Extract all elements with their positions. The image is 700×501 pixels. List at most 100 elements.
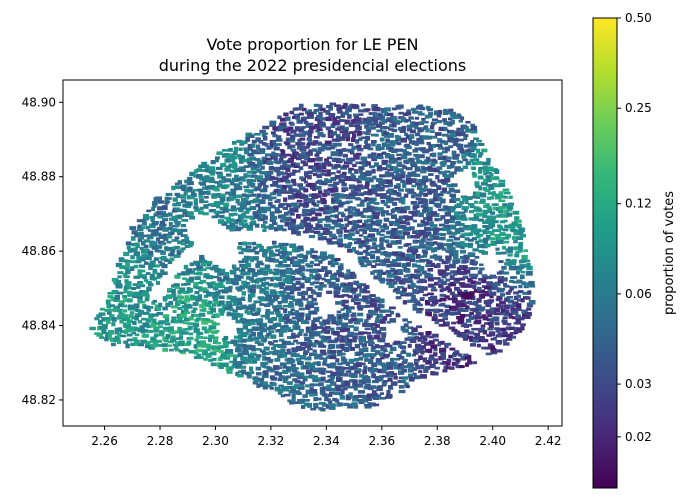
- vote-mark: [377, 362, 382, 366]
- vote-mark: [136, 285, 141, 289]
- vote-mark: [408, 378, 415, 382]
- vote-mark: [113, 297, 120, 302]
- vote-mark: [295, 192, 303, 197]
- vote-mark: [300, 126, 306, 129]
- vote-mark: [174, 220, 181, 225]
- vote-mark: [299, 137, 306, 141]
- vote-mark: [443, 272, 449, 277]
- vote-mark: [130, 260, 136, 264]
- vote-mark: [482, 291, 490, 294]
- vote-mark: [416, 159, 422, 164]
- vote-mark: [239, 143, 245, 146]
- vote-mark: [139, 325, 145, 330]
- vote-mark: [242, 351, 249, 356]
- vote-mark: [157, 216, 164, 219]
- vote-mark: [409, 254, 416, 259]
- vote-mark: [329, 391, 336, 395]
- vote-mark: [267, 311, 275, 315]
- vote-mark: [422, 199, 428, 202]
- vote-mark: [502, 320, 508, 325]
- vote-mark: [433, 167, 440, 173]
- vote-mark: [434, 281, 439, 286]
- vote-mark: [249, 352, 257, 357]
- vote-mark: [101, 324, 108, 327]
- vote-mark: [231, 295, 237, 300]
- vote-mark: [285, 179, 291, 184]
- vote-mark: [522, 312, 529, 317]
- vote-mark: [228, 366, 234, 370]
- vote-mark: [312, 378, 319, 383]
- vote-mark: [152, 341, 159, 345]
- vote-mark: [326, 269, 331, 273]
- vote-mark: [364, 238, 372, 242]
- vote-mark: [368, 205, 375, 210]
- vote-mark: [347, 210, 353, 215]
- vote-mark: [460, 244, 465, 250]
- vote-mark: [289, 207, 296, 213]
- vote-mark: [356, 293, 362, 297]
- vote-mark: [258, 140, 264, 144]
- vote-mark: [326, 388, 332, 392]
- vote-mark: [365, 108, 371, 112]
- vote-mark: [182, 290, 190, 295]
- vote-mark: [194, 208, 201, 212]
- vote-mark: [216, 192, 222, 196]
- vote-mark: [478, 201, 486, 204]
- vote-mark: [334, 192, 341, 198]
- vote-mark: [446, 244, 454, 250]
- vote-mark: [412, 192, 417, 195]
- vote-mark: [450, 130, 457, 134]
- vote-mark: [428, 357, 435, 361]
- vote-mark: [125, 269, 131, 275]
- vote-mark: [525, 282, 530, 286]
- vote-mark: [338, 149, 343, 154]
- vote-mark: [221, 351, 228, 357]
- vote-mark: [355, 120, 362, 125]
- vote-mark: [253, 379, 260, 383]
- vote-mark: [181, 271, 187, 276]
- vote-mark: [472, 307, 479, 313]
- vote-mark: [378, 269, 384, 274]
- vote-mark: [330, 193, 337, 197]
- vote-mark: [386, 344, 393, 348]
- vote-mark: [409, 117, 415, 120]
- vote-mark: [273, 226, 278, 232]
- vote-mark: [298, 248, 304, 252]
- vote-mark: [521, 281, 526, 285]
- vote-mark: [168, 221, 173, 226]
- vote-mark: [301, 275, 307, 281]
- vote-mark: [431, 152, 437, 158]
- vote-mark: [400, 365, 408, 369]
- vote-mark: [401, 376, 409, 380]
- vote-mark: [481, 274, 487, 278]
- vote-mark: [458, 167, 464, 172]
- vote-mark: [173, 319, 181, 324]
- vote-mark: [431, 144, 437, 148]
- vote-mark: [362, 322, 368, 327]
- vote-mark: [383, 349, 388, 353]
- vote-mark: [248, 304, 253, 310]
- vote-mark: [370, 271, 375, 275]
- vote-mark: [209, 291, 217, 295]
- vote-mark: [371, 184, 377, 189]
- vote-mark: [489, 291, 497, 296]
- vote-mark: [288, 187, 293, 192]
- vote-mark: [219, 278, 226, 282]
- vote-mark: [125, 241, 132, 246]
- vote-mark: [232, 301, 240, 306]
- vote-mark: [209, 178, 216, 183]
- vote-mark: [479, 267, 485, 271]
- vote-mark: [132, 337, 138, 342]
- vote-mark: [290, 188, 298, 193]
- vote-mark: [452, 272, 458, 276]
- vote-mark: [193, 260, 199, 264]
- vote-mark: [303, 351, 308, 355]
- vote-mark: [213, 293, 220, 297]
- vote-mark: [137, 224, 143, 228]
- vote-mark: [331, 157, 338, 162]
- vote-mark: [309, 209, 316, 215]
- vote-mark: [241, 193, 247, 197]
- vote-mark: [508, 289, 513, 293]
- vote-mark: [339, 125, 345, 131]
- vote-mark: [277, 264, 285, 268]
